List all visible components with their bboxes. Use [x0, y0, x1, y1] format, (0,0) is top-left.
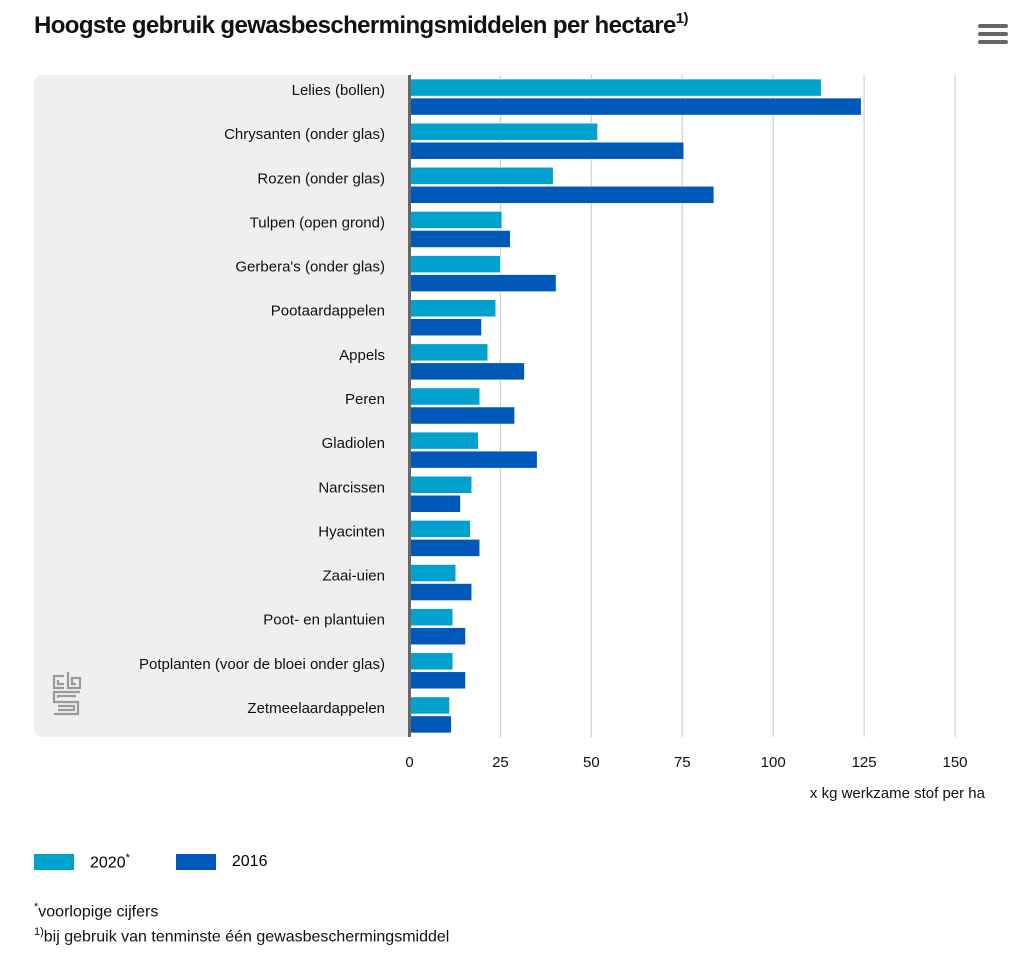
legend-label-2020: 2020* [90, 852, 130, 872]
bar-2016[interactable] [409, 495, 461, 513]
category-label: Appels [339, 347, 385, 364]
bar-2020[interactable] [409, 431, 479, 450]
category-labels: Lelies (bollen) Chrysanten (onder glas) Ro… [139, 82, 385, 717]
bar-2020[interactable] [409, 608, 454, 626]
hamburger-menu-icon[interactable] [978, 24, 1008, 48]
bar-2016[interactable] [409, 274, 557, 292]
menu-line [978, 24, 1008, 28]
bar-2016[interactable] [409, 141, 684, 160]
bar-2020[interactable] [409, 167, 554, 185]
bar-2016[interactable] [409, 627, 466, 645]
x-tick-label: 50 [583, 754, 600, 771]
x-tick-label: 100 [761, 754, 786, 771]
category-label: Gerbera's (onder glas) [235, 259, 385, 276]
legend-item-2016[interactable]: 2016 [175, 853, 268, 871]
bar-2016[interactable] [409, 318, 482, 336]
category-label: Potplanten (voor de bloei onder glas) [139, 656, 385, 673]
category-label: Zetmeelaardappelen [247, 700, 385, 717]
bar-2016[interactable] [409, 450, 538, 469]
bar-2016[interactable] [409, 406, 515, 425]
footnotes: *voorlopige cijfers 1)bij gebruik van te… [34, 897, 449, 948]
category-label: Pootaardappelen [271, 303, 385, 320]
bar-2020[interactable] [409, 299, 496, 317]
bar-2020[interactable] [409, 387, 480, 406]
legend-swatch-2016 [175, 854, 216, 871]
category-label: Zaai-uien [322, 568, 385, 585]
bar-2016[interactable] [409, 186, 715, 204]
category-label-panel [34, 75, 409, 737]
footnote-definition: 1)bij gebruik van tenminste één gewasbes… [34, 926, 450, 946]
category-label: Narcissen [318, 479, 385, 496]
bar-2020[interactable] [409, 211, 503, 229]
category-label: Lelies (bollen) [292, 82, 385, 99]
x-tick-labels: 0 25 50 75 100 125 150 [405, 754, 967, 771]
x-tick-label: 150 [942, 754, 967, 771]
x-tick-label: 75 [674, 754, 691, 771]
bar-2016[interactable] [409, 230, 511, 248]
bar-2020[interactable] [409, 78, 822, 97]
category-label: Gladiolen [322, 435, 385, 452]
legend-item-2020[interactable]: 2020* [34, 852, 130, 872]
legend-swatch-2020 [34, 854, 74, 871]
category-label: Hyacinten [318, 523, 385, 540]
chart-title: Hoogste gebruik gewasbeschermingsmiddele… [34, 10, 689, 40]
menu-line [978, 32, 1008, 36]
bar-2020[interactable] [409, 564, 456, 582]
category-label: Poot- en plantuien [263, 612, 385, 629]
bar-2016[interactable] [409, 671, 466, 690]
category-label: Peren [345, 391, 385, 408]
x-tick-label: 125 [852, 754, 877, 771]
bars [409, 78, 862, 734]
bar-2016[interactable] [409, 362, 525, 381]
legend-label-2016: 2016 [231, 853, 268, 871]
x-tick-label: 25 [492, 754, 509, 771]
bar-chart: Lelies (bollen) Chrysanten (onder glas) Ro… [139, 75, 968, 771]
bar-2020[interactable] [409, 696, 450, 715]
title-footnote-marker: 1) [675, 10, 689, 27]
bar-2020[interactable] [409, 255, 501, 273]
bar-2016[interactable] [409, 539, 480, 557]
x-axis-label: x kg werkzame stof per ha [809, 785, 985, 802]
footnote-preliminary: *voorlopige cijfers [34, 901, 159, 921]
bar-2016[interactable] [409, 715, 452, 734]
legend: 2020* 2016 [34, 852, 313, 872]
bar-2020[interactable] [409, 122, 598, 141]
menu-line [978, 40, 1008, 44]
bar-2020[interactable] [409, 476, 472, 494]
x-tick-label: 0 [405, 754, 413, 771]
category-label: Tulpen (open grond) [250, 214, 385, 231]
bar-2016[interactable] [409, 583, 472, 601]
bar-2016[interactable] [409, 97, 862, 116]
chart-title-text: Hoogste gebruik gewasbeschermingsmiddele… [34, 12, 676, 39]
gridlines [499, 75, 956, 737]
category-label: Chrysanten (onder glas) [224, 126, 385, 143]
bar-2020[interactable] [409, 343, 488, 362]
cbs-logo-icon [52, 672, 82, 716]
category-label: Rozen (onder glas) [257, 170, 385, 187]
bar-2020[interactable] [409, 652, 454, 671]
bar-2020[interactable] [409, 520, 471, 538]
